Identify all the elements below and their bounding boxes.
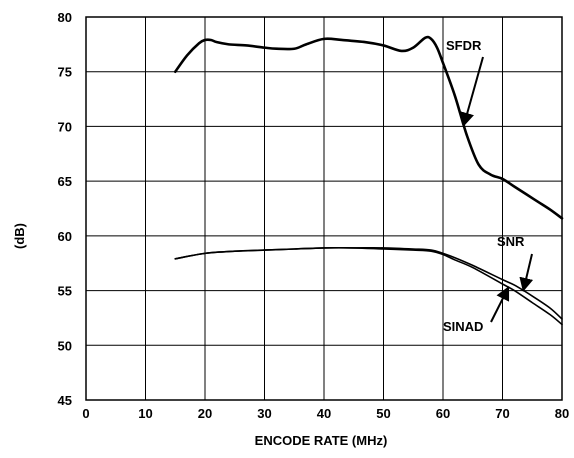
x-tick-label: 0 [82,406,89,421]
x-tick-label: 80 [555,406,569,421]
y-tick-labels: 45 50 55 60 65 70 75 80 [58,10,72,408]
series-label-sfdr: SFDR [446,38,482,53]
plot-frame [85,16,563,401]
x-axis-title: ENCODE RATE (MHz) [255,433,388,448]
series-label-arrow-sinad [490,286,510,323]
grid [86,17,562,400]
series-line-sinad [174,246,563,326]
series-label-arrow-snr [519,253,534,292]
y-tick-label: 80 [58,10,72,25]
series-line-snr [174,247,563,320]
y-tick-label: 60 [58,229,72,244]
annotations: SFDR SNR SINAD [443,38,534,334]
y-tick-label: 70 [58,119,72,134]
plot-border [85,16,563,401]
series-line-sfdr [173,35,564,220]
y-axis-title: (dB) [12,223,27,249]
x-tick-label: 60 [436,406,450,421]
series-label-sinad: SINAD [443,319,483,334]
y-tick-label: 75 [58,65,72,80]
x-tick-label: 30 [257,406,271,421]
x-tick-label: 40 [317,406,331,421]
y-tick-label: 50 [58,338,72,353]
x-tick-labels: 0 10 20 30 40 50 60 70 80 [82,406,569,421]
x-tick-label: 50 [376,406,390,421]
series-label-arrow-sfdr [460,56,484,127]
x-tick-label: 20 [198,406,212,421]
series-label-snr: SNR [497,234,525,249]
series-lines [173,35,564,326]
x-tick-label: 70 [495,406,509,421]
x-tick-label: 10 [138,406,152,421]
y-tick-label: 65 [58,174,72,189]
y-tick-label: 45 [58,393,72,408]
y-tick-label: 55 [58,284,72,299]
